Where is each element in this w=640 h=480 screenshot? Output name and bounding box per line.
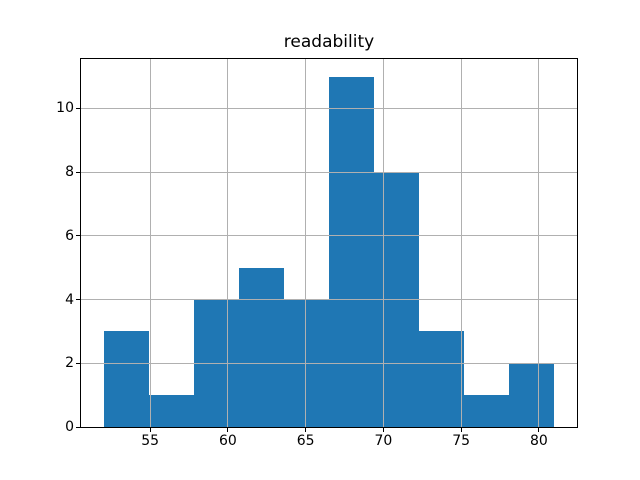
y-tick-label: 4 [65, 291, 74, 308]
histogram-bar [419, 331, 465, 427]
y-tick-mark [76, 299, 80, 301]
x-tick-mark [460, 428, 462, 432]
x-tick-label: 70 [374, 433, 393, 449]
x-tick-mark [149, 428, 151, 432]
y-tick-label: 2 [65, 355, 74, 372]
histogram-bar [103, 331, 149, 427]
x-tick-mark [538, 428, 540, 432]
histogram-bar [148, 395, 194, 427]
x-tick-label: 75 [452, 433, 471, 449]
histogram-bar [509, 363, 555, 427]
histogram-bar [329, 76, 375, 427]
x-tick-label: 55 [141, 433, 160, 449]
chart-title: readability [283, 32, 375, 52]
histogram-bar [193, 299, 239, 427]
histogram-bar [464, 395, 510, 427]
histogram-bar [283, 299, 329, 427]
x-tick-mark [305, 428, 307, 432]
histogram-bar [238, 267, 284, 427]
y-tick-label: 8 [65, 164, 74, 181]
histogram-bar [374, 172, 420, 427]
x-tick-label: 80 [529, 433, 548, 449]
x-tick-mark [227, 428, 229, 432]
bars-layer [81, 59, 577, 427]
y-tick-mark [76, 171, 80, 173]
y-tick-label: 10 [56, 100, 74, 117]
y-tick-mark [76, 426, 80, 428]
y-tick-label: 0 [65, 419, 74, 435]
x-tick-label: 60 [219, 433, 237, 449]
y-tick-label: 6 [65, 227, 74, 244]
x-tick-mark [382, 428, 384, 432]
y-tick-mark [76, 107, 80, 109]
x-tick-label: 65 [296, 433, 315, 449]
plot-area [80, 58, 578, 428]
y-tick-mark [76, 362, 80, 364]
y-tick-mark [76, 235, 80, 237]
